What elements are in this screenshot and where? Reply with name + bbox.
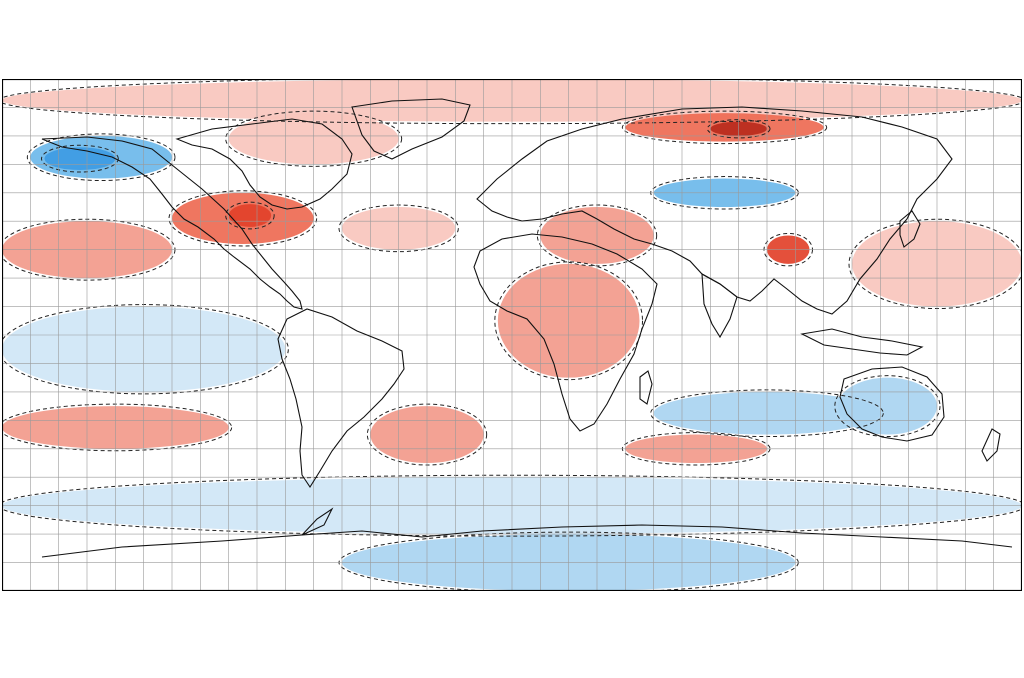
coast-antarctic-peninsula: [301, 507, 334, 536]
coast-africa: [473, 233, 658, 432]
coast-south-america: [277, 308, 405, 489]
coast-new-zealand: [981, 428, 1001, 462]
contour-africa-warm: [494, 261, 644, 381]
coast-canada-east: [175, 118, 353, 210]
contour-alaska-core: [40, 144, 119, 173]
coast-eurasia: [476, 106, 953, 315]
anomaly-region-north-america-core: [228, 204, 272, 227]
contour-siberia-warm: [621, 110, 828, 145]
map-border: [2, 79, 1022, 591]
coast-greenland: [351, 98, 471, 160]
coast-antarctica: [41, 524, 1013, 558]
contour-north-america-core: [225, 201, 275, 230]
anomaly-region-australia-cool: [837, 377, 938, 435]
coast-japan: [899, 210, 921, 248]
coast-india: [701, 273, 738, 339]
graticule-grid: [2, 79, 1022, 591]
coastline-layer: [41, 98, 1013, 558]
coast-madagascar: [639, 370, 653, 405]
coast-australia: [839, 366, 945, 442]
anomaly-region-alaska-core: [44, 147, 116, 171]
coast-north-america: [41, 136, 303, 310]
world-map-svg: [2, 79, 1022, 591]
coast-indonesia: [800, 328, 924, 356]
contour-alaska-cool: [26, 133, 176, 182]
contour-australia-cool: [834, 375, 941, 438]
temperature-anomaly-map: [2, 79, 1022, 591]
contour-north-america-warm: [168, 190, 318, 247]
contour-siberia-core: [706, 119, 771, 139]
